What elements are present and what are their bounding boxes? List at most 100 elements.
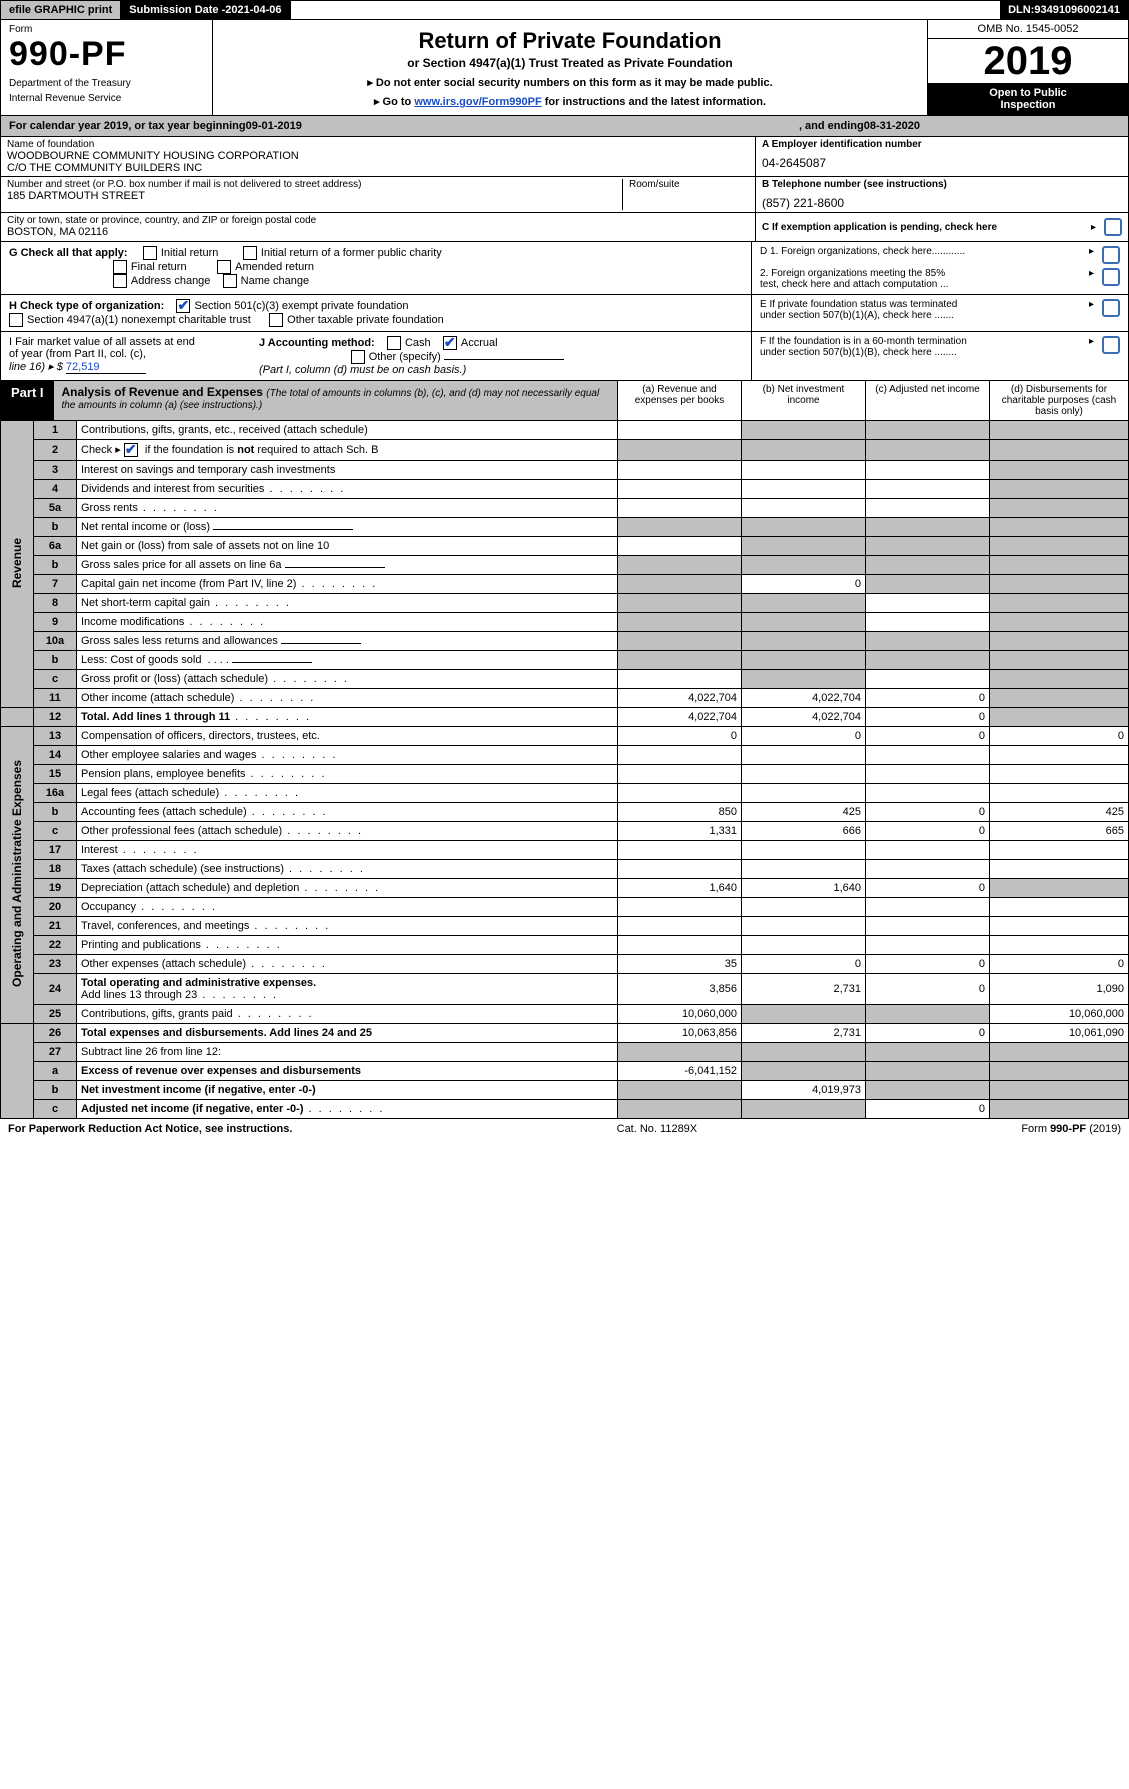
row-6b-desc: Gross sales price for all assets on line… — [77, 556, 618, 575]
row-14-desc: Other employee salaries and wages — [77, 746, 618, 765]
row-25-a: 10,060,000 — [618, 1005, 742, 1024]
row-13-b: 0 — [742, 727, 866, 746]
foundation-name-block: Name of foundation WOODBOURNE COMMUNITY … — [1, 137, 755, 176]
accrual-checkbox[interactable] — [443, 336, 457, 350]
row-6a-desc: Net gain or (loss) from sale of assets n… — [77, 537, 618, 556]
row-26-desc: Total expenses and disbursements. Add li… — [81, 1027, 372, 1039]
d1-foreign-label: D 1. Foreign organizations, check here..… — [760, 246, 1089, 264]
row-26-d: 10,061,090 — [990, 1024, 1129, 1043]
f-checkbox[interactable] — [1102, 336, 1120, 354]
row-23-d: 0 — [990, 955, 1129, 974]
city-label: City or town, state or province, country… — [7, 215, 749, 226]
omb-number: OMB No. 1545-0052 — [928, 20, 1128, 39]
form-subtitle: or Section 4947(a)(1) Trust Treated as P… — [223, 56, 917, 70]
row-21-desc: Travel, conferences, and meetings — [77, 917, 618, 936]
other-method-checkbox[interactable] — [351, 350, 365, 364]
foundation-co: C/O THE COMMUNITY BUILDERS INC — [7, 162, 749, 174]
g-check-section: G Check all that apply: Initial return I… — [1, 242, 751, 294]
row-17-desc: Interest — [77, 841, 618, 860]
d2-checkbox[interactable] — [1102, 268, 1120, 286]
form-header: Form 990-PF Department of the Treasury I… — [0, 20, 1129, 116]
dept-treasury: Department of the Treasury — [9, 78, 204, 89]
4947a1-checkbox[interactable] — [9, 313, 23, 327]
col-c-header: (c) Adjusted net income — [865, 381, 989, 420]
row-13-a: 0 — [618, 727, 742, 746]
row-16c-b: 666 — [742, 822, 866, 841]
tax-year-begin: 09-01-2019 — [246, 120, 302, 132]
row-10c-desc: Gross profit or (loss) (attach schedule) — [77, 670, 618, 689]
j-accounting-label: J Accounting method: — [259, 337, 375, 349]
form-number: 990-PF — [9, 35, 204, 74]
initial-former-checkbox[interactable] — [243, 246, 257, 260]
foundation-name: WOODBOURNE COMMUNITY HOUSING CORPORATION — [7, 150, 749, 162]
row-24-a: 3,856 — [618, 974, 742, 1005]
row-12-desc: Total. Add lines 1 through 11 — [81, 711, 230, 723]
row-13-desc: Compensation of officers, directors, tru… — [77, 727, 618, 746]
cat-no: Cat. No. 11289X — [617, 1123, 698, 1135]
row-16b-desc: Accounting fees (attach schedule) — [77, 803, 618, 822]
phone-value: (857) 221-8600 — [762, 196, 1122, 210]
row-16c-c: 0 — [866, 822, 990, 841]
row-7-desc: Capital gain net income (from Part IV, l… — [77, 575, 618, 594]
d1-checkbox[interactable] — [1102, 246, 1120, 264]
fmv-value: 72,519 — [66, 361, 146, 374]
row-3-desc: Interest on savings and temporary cash i… — [77, 461, 618, 480]
row-5a-desc: Gross rents — [77, 499, 618, 518]
row-22-desc: Printing and publications — [77, 936, 618, 955]
col-a-header: (a) Revenue and expenses per books — [617, 381, 741, 420]
c-exemption-label: C If exemption application is pending, c… — [762, 222, 997, 233]
row-24-desc: Total operating and administrative expen… — [77, 974, 618, 1005]
row-27a-desc: Excess of revenue over expenses and disb… — [81, 1065, 361, 1077]
501c3-checkbox[interactable] — [176, 299, 190, 313]
row-27a-a: -6,041,152 — [618, 1062, 742, 1081]
final-return-checkbox[interactable] — [113, 260, 127, 274]
other-taxable-checkbox[interactable] — [269, 313, 283, 327]
ein-block: A Employer identification number 04-2645… — [755, 137, 1128, 176]
row-26-a: 10,063,856 — [618, 1024, 742, 1043]
dln: DLN: 93491096002141 — [1000, 1, 1128, 19]
name-change-checkbox[interactable] — [223, 274, 237, 288]
row-11-a: 4,022,704 — [618, 689, 742, 708]
row-12-c: 0 — [866, 708, 990, 727]
row-19-a: 1,640 — [618, 879, 742, 898]
row-5b-desc: Net rental income or (loss) — [77, 518, 618, 537]
row-12-b: 4,022,704 — [742, 708, 866, 727]
address-label: Number and street (or P.O. box number if… — [7, 179, 622, 190]
row-9-desc: Income modifications — [77, 613, 618, 632]
e-checkbox[interactable] — [1102, 299, 1120, 317]
row-16b-c: 0 — [866, 803, 990, 822]
form-word: Form — [9, 24, 204, 35]
row-23-a: 35 — [618, 955, 742, 974]
address-change-checkbox[interactable] — [113, 274, 127, 288]
row-24-d: 1,090 — [990, 974, 1129, 1005]
initial-return-checkbox[interactable] — [143, 246, 157, 260]
row-19-desc: Depreciation (attach schedule) and deple… — [77, 879, 618, 898]
form990pf-link[interactable]: www.irs.gov/Form990PF — [414, 96, 541, 108]
cash-checkbox[interactable] — [387, 336, 401, 350]
amended-return-checkbox[interactable] — [217, 260, 231, 274]
row-16b-d: 425 — [990, 803, 1129, 822]
sch-b-not-required-checkbox[interactable] — [124, 443, 138, 457]
row-27-desc: Subtract line 26 from line 12: — [77, 1043, 618, 1062]
row-27b-b: 4,019,973 — [742, 1081, 866, 1100]
row-19-c: 0 — [866, 879, 990, 898]
row-10a-desc: Gross sales less returns and allowances — [77, 632, 618, 651]
tax-year-end: 08-31-2020 — [864, 120, 920, 132]
tax-year: 2019 — [928, 39, 1128, 83]
col-b-header: (b) Net investment income — [741, 381, 865, 420]
row-16c-d: 665 — [990, 822, 1129, 841]
form-title: Return of Private Foundation — [223, 28, 917, 54]
col-d-header: (d) Disbursements for charitable purpose… — [989, 381, 1128, 420]
calendar-year-row: For calendar year 2019, or tax year begi… — [0, 116, 1129, 137]
instr-no-ssn: ▸ Do not enter social security numbers o… — [223, 76, 917, 89]
row-26-b: 2,731 — [742, 1024, 866, 1043]
i-fmv-label1: I Fair market value of all assets at end — [9, 336, 195, 348]
row-4-desc: Dividends and interest from securities — [77, 480, 618, 499]
form-ref: Form 990-PF (2019) — [1021, 1123, 1121, 1135]
c-checkbox[interactable] — [1104, 218, 1122, 236]
row-10b-desc: Less: Cost of goods sold . . . . — [77, 651, 618, 670]
efile-print[interactable]: efile GRAPHIC print — [1, 1, 121, 19]
row-11-desc: Other income (attach schedule) — [77, 689, 618, 708]
row-11-c: 0 — [866, 689, 990, 708]
submission-date: Submission Date - 2021-04-06 — [121, 1, 290, 19]
